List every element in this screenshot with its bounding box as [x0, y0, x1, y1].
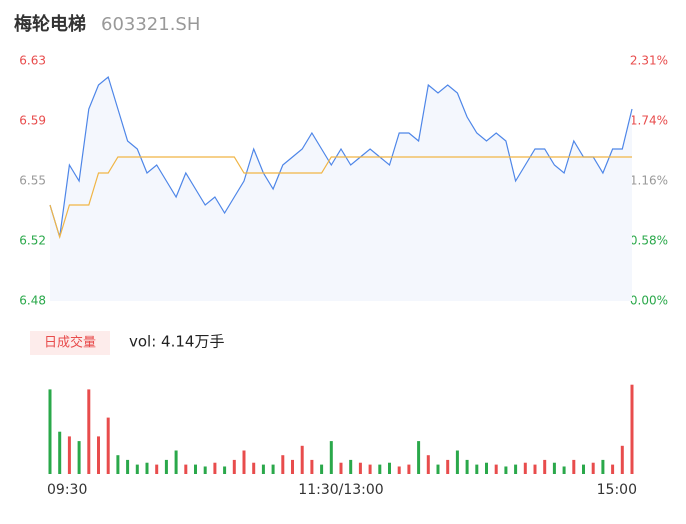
volume-label: 日成交量 [44, 335, 96, 351]
chart-subtitle: 603321.SH [101, 14, 200, 35]
y-tick-label: 6.48 [19, 294, 46, 308]
volume-bar [261, 464, 265, 474]
volume-bar [174, 450, 178, 474]
y-tick-label: 6.63 [19, 54, 46, 68]
volume-bar [329, 441, 333, 474]
volume-bar [48, 389, 52, 474]
volume-bar [426, 455, 430, 474]
volume-bar [378, 464, 382, 474]
volume-bar [562, 466, 566, 474]
volume-bar [543, 459, 547, 474]
volume-bar [116, 455, 120, 474]
volume-bar [533, 464, 537, 474]
volume-bar [620, 445, 624, 474]
volume-bar [417, 441, 421, 474]
volume-bar [58, 431, 62, 474]
volume-bar [97, 436, 100, 474]
volume-bar [407, 464, 411, 474]
chart-title: 梅轮电梯 [14, 13, 86, 35]
volume-bar [397, 466, 401, 474]
volume-bar [67, 436, 71, 474]
volume-bar [291, 459, 294, 474]
volume-bar [155, 464, 159, 474]
volume-bar [611, 464, 615, 474]
y-tick-label: 6.59 [19, 114, 46, 128]
y-tick-label: 6.52 [19, 234, 46, 248]
volume-bar [135, 464, 139, 474]
x-tick-label: 15:00 [597, 482, 637, 498]
volume-bar [388, 462, 391, 474]
volume-bar [300, 445, 304, 474]
y2-tick-label: 0.00% [630, 294, 668, 308]
volume-bar [87, 389, 91, 474]
volume-bar [126, 459, 130, 474]
volume-bar [630, 384, 634, 474]
volume-bar [358, 462, 362, 474]
volume-bar [184, 464, 188, 474]
volume-bar [368, 464, 372, 474]
volume-bar [213, 462, 217, 474]
volume-bar [504, 466, 508, 474]
volume-bar [485, 462, 488, 474]
volume-bar [145, 462, 149, 474]
volume-bar [77, 441, 81, 474]
volume-bar [232, 459, 236, 474]
volume-bar [455, 450, 459, 474]
volume-bar [572, 459, 576, 474]
volume-bar [494, 464, 498, 474]
volume-bar [320, 464, 324, 474]
volume-bar [465, 459, 469, 474]
y2-tick-label: 1.16% [630, 174, 668, 188]
volume-bar [591, 462, 595, 474]
volume-bar [252, 462, 256, 474]
volume-bar [514, 464, 518, 474]
volume-bar [310, 459, 314, 474]
volume-bar [194, 464, 197, 474]
average-line [49, 156, 632, 240]
volume-bar [164, 459, 168, 474]
x-tick-label: 09:30 [47, 482, 87, 498]
volume-badge [30, 331, 110, 355]
volume-bar [552, 462, 556, 474]
volume-bar [349, 459, 353, 474]
y-tick-label: 6.55 [19, 174, 46, 188]
volume-bar [271, 464, 275, 474]
y2-tick-label: 0.58% [630, 234, 668, 248]
volume-bar [223, 466, 227, 474]
volume-bar [203, 466, 207, 474]
volume-bar [339, 462, 343, 474]
volume-bar [523, 462, 527, 474]
y2-tick-label: 1.74% [630, 114, 668, 128]
x-tick-label: 11:30/13:00 [298, 482, 383, 498]
volume-bar [436, 464, 440, 474]
volume-bar [281, 455, 285, 474]
volume-bar [601, 459, 605, 474]
volume-text: vol: 4.14万手 [129, 333, 224, 351]
volume-bar [582, 464, 585, 474]
volume-bar [242, 450, 246, 474]
volume-bar [446, 459, 450, 474]
y2-tick-label: 2.31% [630, 54, 668, 68]
price-line [49, 75, 633, 238]
volume-bar [475, 464, 479, 474]
volume-bar [106, 417, 110, 474]
price-area [50, 77, 632, 301]
